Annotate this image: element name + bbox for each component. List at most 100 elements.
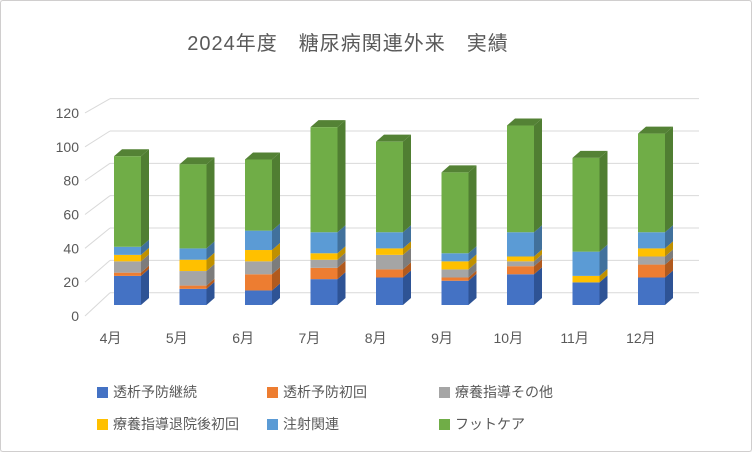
bar-segment-side: [403, 262, 411, 278]
bar-segment: [441, 280, 469, 305]
legend-label: フットケア: [455, 416, 525, 432]
bar-segment: [245, 261, 272, 275]
bar-segment-side: [468, 262, 477, 278]
bar-segment-side: [403, 225, 411, 249]
bar-segment: [507, 232, 534, 257]
legend-label: 注射関連: [283, 416, 339, 432]
grid-tick-diagonal: [84, 292, 111, 317]
bar-segment: [376, 277, 403, 305]
bar-segment: [245, 274, 272, 291]
bar-segment: [179, 164, 207, 249]
bar-segment-side: [665, 126, 673, 233]
bar-segment-side: [206, 264, 215, 286]
x-axis-category-label: 11月: [560, 330, 589, 346]
bar-segment-top: [310, 120, 346, 128]
bar-segment-side: [337, 272, 346, 305]
bar-segment: [638, 232, 665, 249]
bar-segment-side: [337, 225, 346, 254]
bar-segment: [310, 267, 338, 280]
bar-segment-side: [468, 165, 477, 254]
bar-segment: [507, 256, 534, 262]
bar-segment: [114, 254, 141, 262]
bar-segment-side: [403, 247, 411, 270]
bar-segment: [245, 250, 272, 262]
bar-segment: [507, 125, 534, 233]
grid-tick-diagonal: [84, 195, 111, 215]
y-axis-tick-label: 40: [63, 240, 79, 256]
bar-segment-side: [272, 283, 280, 305]
bar-segment: [441, 269, 469, 278]
bar-segment-side: [272, 254, 280, 275]
bar-segment: [310, 259, 338, 268]
bar-segment: [245, 290, 272, 305]
y-axis-tick-label: 100: [56, 139, 80, 155]
bar-segment: [638, 256, 665, 265]
x-axis-category-label: 7月: [299, 330, 321, 346]
bar-segment-side: [141, 149, 149, 247]
bar-segment: [572, 157, 600, 252]
bar-segment: [638, 277, 665, 305]
bar-segment-side: [599, 244, 608, 276]
bar-segment-side: [141, 265, 149, 276]
bar-segment: [114, 246, 141, 255]
legend-swatch-icon: [439, 386, 450, 398]
bar-segment: [572, 275, 600, 283]
bar-segment-side: [337, 246, 346, 260]
bar-segment-side: [599, 268, 608, 283]
legend-item: 透析予防初回: [267, 383, 367, 401]
y-axis-tick-label: 0: [71, 308, 79, 324]
bar-segment-top: [245, 152, 280, 160]
bar-segment: [376, 254, 403, 270]
bar-segment-side: [337, 252, 346, 268]
bar-segment-top: [441, 165, 477, 173]
bar-segment: [114, 275, 141, 305]
bar-segment-side: [403, 134, 411, 233]
bar-segment: [441, 253, 469, 262]
bar-segment: [245, 230, 272, 251]
bar-segment-side: [534, 259, 542, 275]
bar-segment-side: [141, 254, 149, 273]
bar-segment-side: [599, 275, 608, 305]
bar-segment: [638, 248, 665, 257]
bar-segment-side: [534, 254, 542, 267]
legend-label: 療養指導その他: [455, 384, 553, 400]
bar-segment: [376, 141, 403, 233]
x-axis-category-label: 6月: [232, 330, 254, 346]
bar-segment: [179, 288, 207, 305]
bar-segment-side: [534, 249, 542, 262]
bar-segment-side: [337, 260, 346, 280]
y-axis-tick-label: 80: [63, 173, 79, 189]
bar-segment-side: [468, 270, 477, 281]
bar-segment-side: [468, 246, 477, 262]
bar-segment: [310, 253, 338, 260]
legend-label: 透析予防初回: [283, 384, 367, 400]
x-axis-category-label: 4月: [100, 330, 122, 346]
legend-item: 透析予防継続: [97, 383, 197, 401]
bar-segment-top: [114, 149, 149, 157]
bar-segment: [114, 156, 141, 247]
bar-segment-side: [599, 150, 608, 252]
bar-segment-side: [141, 247, 149, 262]
chart-title: 2024年度 糖尿病関連外来 実績: [187, 33, 509, 55]
bar-segment: [572, 282, 600, 305]
bar-segment-side: [534, 118, 542, 233]
bar-segment: [507, 261, 534, 267]
bar-segment: [310, 232, 338, 254]
bar-segment-side: [206, 241, 215, 260]
legend-label: 療養指導退院後初回: [113, 416, 239, 432]
bar-segment-side: [272, 152, 280, 231]
bar-segment-side: [141, 239, 149, 255]
bar-segment: [114, 261, 141, 273]
legend-swatch-icon: [97, 386, 108, 398]
bar-segment: [310, 279, 338, 305]
bar-segment-side: [272, 267, 280, 291]
bar-segment-side: [665, 241, 673, 257]
bar-segment: [441, 277, 469, 281]
x-axis-category-label: 5月: [166, 330, 188, 346]
bar-segment: [441, 172, 469, 254]
legend-swatch-icon: [267, 418, 278, 430]
y-axis-tick-label: 60: [63, 206, 79, 222]
bar-segment-side: [468, 273, 477, 305]
